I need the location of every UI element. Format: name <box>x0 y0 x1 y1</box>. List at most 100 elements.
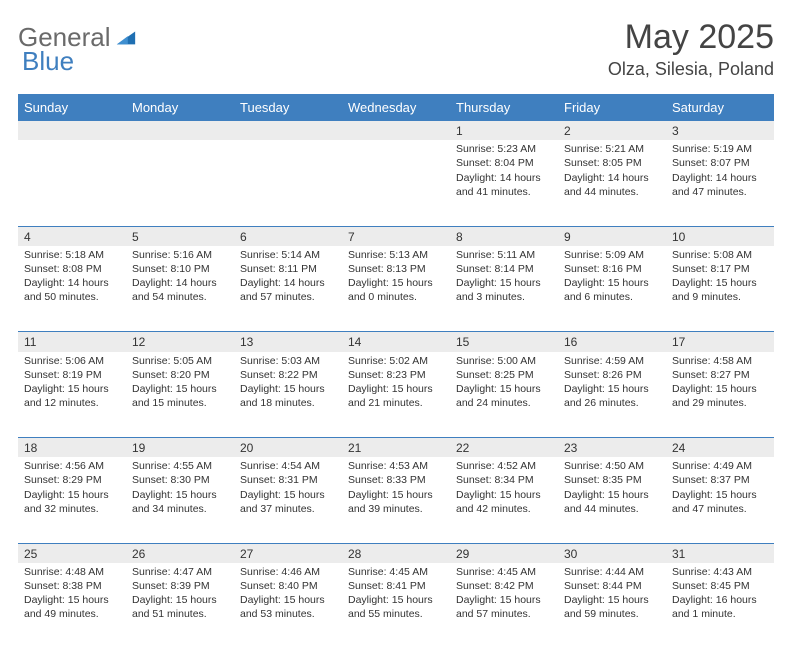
day-cell: Sunrise: 5:06 AM Sunset: 8:19 PM Dayligh… <box>18 352 126 438</box>
day-cell: Sunrise: 4:45 AM Sunset: 8:42 PM Dayligh… <box>450 563 558 649</box>
weekday-header: Saturday <box>666 94 774 121</box>
day-number-cell: 2 <box>558 121 666 140</box>
day-number-cell: 19 <box>126 438 234 457</box>
day-number: 27 <box>240 546 336 563</box>
day-number: 25 <box>24 546 120 563</box>
day-number: 4 <box>24 229 120 246</box>
day-number: 12 <box>132 334 228 351</box>
day-number-cell: 14 <box>342 332 450 351</box>
day-number-cell: 15 <box>450 332 558 351</box>
day-number: 26 <box>132 546 228 563</box>
week-row: Sunrise: 5:18 AM Sunset: 8:08 PM Dayligh… <box>18 246 774 332</box>
day-details: Sunrise: 5:08 AM Sunset: 8:17 PM Dayligh… <box>672 248 768 305</box>
day-number-cell: 4 <box>18 227 126 246</box>
day-number-cell: 24 <box>666 438 774 457</box>
day-number: 22 <box>456 440 552 457</box>
day-details: Sunrise: 4:58 AM Sunset: 8:27 PM Dayligh… <box>672 354 768 411</box>
day-cell: Sunrise: 5:18 AM Sunset: 8:08 PM Dayligh… <box>18 246 126 332</box>
day-number-cell <box>18 121 126 140</box>
day-cell: Sunrise: 4:58 AM Sunset: 8:27 PM Dayligh… <box>666 352 774 438</box>
day-number-cell: 27 <box>234 544 342 563</box>
day-details: Sunrise: 4:49 AM Sunset: 8:37 PM Dayligh… <box>672 459 768 516</box>
day-cell: Sunrise: 5:13 AM Sunset: 8:13 PM Dayligh… <box>342 246 450 332</box>
day-details: Sunrise: 5:16 AM Sunset: 8:10 PM Dayligh… <box>132 248 228 305</box>
weekday-header: Tuesday <box>234 94 342 121</box>
weekday-header: Sunday <box>18 94 126 121</box>
day-number-cell: 28 <box>342 544 450 563</box>
day-number: 28 <box>348 546 444 563</box>
day-number: 7 <box>348 229 444 246</box>
day-cell: Sunrise: 5:21 AM Sunset: 8:05 PM Dayligh… <box>558 140 666 226</box>
day-number: 8 <box>456 229 552 246</box>
day-cell: Sunrise: 5:08 AM Sunset: 8:17 PM Dayligh… <box>666 246 774 332</box>
day-number <box>240 123 336 124</box>
day-number-cell: 26 <box>126 544 234 563</box>
weekday-header: Thursday <box>450 94 558 121</box>
weekday-header: Friday <box>558 94 666 121</box>
day-number-cell <box>342 121 450 140</box>
day-cell <box>126 140 234 226</box>
day-cell: Sunrise: 5:19 AM Sunset: 8:07 PM Dayligh… <box>666 140 774 226</box>
day-details: Sunrise: 4:47 AM Sunset: 8:39 PM Dayligh… <box>132 565 228 622</box>
title-block: May 2025 Olza, Silesia, Poland <box>608 18 774 80</box>
day-cell: Sunrise: 4:46 AM Sunset: 8:40 PM Dayligh… <box>234 563 342 649</box>
day-details: Sunrise: 4:48 AM Sunset: 8:38 PM Dayligh… <box>24 565 120 622</box>
day-number-cell: 12 <box>126 332 234 351</box>
day-details: Sunrise: 4:45 AM Sunset: 8:42 PM Dayligh… <box>456 565 552 622</box>
day-number-cell: 1 <box>450 121 558 140</box>
day-details: Sunrise: 4:43 AM Sunset: 8:45 PM Dayligh… <box>672 565 768 622</box>
day-details: Sunrise: 5:05 AM Sunset: 8:20 PM Dayligh… <box>132 354 228 411</box>
weekday-header: Wednesday <box>342 94 450 121</box>
daynum-row: 123 <box>18 121 774 140</box>
day-number: 29 <box>456 546 552 563</box>
day-number: 3 <box>672 123 768 140</box>
week-row: Sunrise: 4:48 AM Sunset: 8:38 PM Dayligh… <box>18 563 774 649</box>
day-number <box>348 123 444 124</box>
day-cell: Sunrise: 4:48 AM Sunset: 8:38 PM Dayligh… <box>18 563 126 649</box>
day-number-cell: 23 <box>558 438 666 457</box>
week-row: Sunrise: 5:06 AM Sunset: 8:19 PM Dayligh… <box>18 352 774 438</box>
day-cell: Sunrise: 4:44 AM Sunset: 8:44 PM Dayligh… <box>558 563 666 649</box>
day-cell: Sunrise: 4:45 AM Sunset: 8:41 PM Dayligh… <box>342 563 450 649</box>
brand-word-2: Blue <box>22 46 74 77</box>
brand-triangle-icon <box>115 26 137 48</box>
day-details: Sunrise: 5:13 AM Sunset: 8:13 PM Dayligh… <box>348 248 444 305</box>
day-number-cell: 25 <box>18 544 126 563</box>
day-details: Sunrise: 5:19 AM Sunset: 8:07 PM Dayligh… <box>672 142 768 199</box>
header: General May 2025 Olza, Silesia, Poland <box>18 18 774 80</box>
day-number-cell: 16 <box>558 332 666 351</box>
day-cell: Sunrise: 5:16 AM Sunset: 8:10 PM Dayligh… <box>126 246 234 332</box>
day-number: 10 <box>672 229 768 246</box>
day-cell: Sunrise: 5:00 AM Sunset: 8:25 PM Dayligh… <box>450 352 558 438</box>
day-cell: Sunrise: 5:05 AM Sunset: 8:20 PM Dayligh… <box>126 352 234 438</box>
day-number-cell: 21 <box>342 438 450 457</box>
day-cell: Sunrise: 4:55 AM Sunset: 8:30 PM Dayligh… <box>126 457 234 543</box>
day-number: 24 <box>672 440 768 457</box>
day-number: 13 <box>240 334 336 351</box>
daynum-row: 11121314151617 <box>18 332 774 351</box>
day-cell: Sunrise: 5:11 AM Sunset: 8:14 PM Dayligh… <box>450 246 558 332</box>
day-number: 30 <box>564 546 660 563</box>
day-number: 5 <box>132 229 228 246</box>
day-number: 1 <box>456 123 552 140</box>
title-location: Olza, Silesia, Poland <box>608 59 774 80</box>
day-number <box>24 123 120 124</box>
day-number-cell: 8 <box>450 227 558 246</box>
day-number: 16 <box>564 334 660 351</box>
day-number: 17 <box>672 334 768 351</box>
day-cell: Sunrise: 5:23 AM Sunset: 8:04 PM Dayligh… <box>450 140 558 226</box>
day-cell: Sunrise: 5:09 AM Sunset: 8:16 PM Dayligh… <box>558 246 666 332</box>
day-number-cell: 29 <box>450 544 558 563</box>
day-number <box>132 123 228 124</box>
day-number: 9 <box>564 229 660 246</box>
day-details: Sunrise: 4:54 AM Sunset: 8:31 PM Dayligh… <box>240 459 336 516</box>
day-cell: Sunrise: 4:53 AM Sunset: 8:33 PM Dayligh… <box>342 457 450 543</box>
day-number-cell: 13 <box>234 332 342 351</box>
day-number: 15 <box>456 334 552 351</box>
daynum-row: 45678910 <box>18 227 774 246</box>
day-details: Sunrise: 4:44 AM Sunset: 8:44 PM Dayligh… <box>564 565 660 622</box>
day-details: Sunrise: 5:09 AM Sunset: 8:16 PM Dayligh… <box>564 248 660 305</box>
day-cell <box>342 140 450 226</box>
day-details: Sunrise: 5:18 AM Sunset: 8:08 PM Dayligh… <box>24 248 120 305</box>
day-details: Sunrise: 4:50 AM Sunset: 8:35 PM Dayligh… <box>564 459 660 516</box>
